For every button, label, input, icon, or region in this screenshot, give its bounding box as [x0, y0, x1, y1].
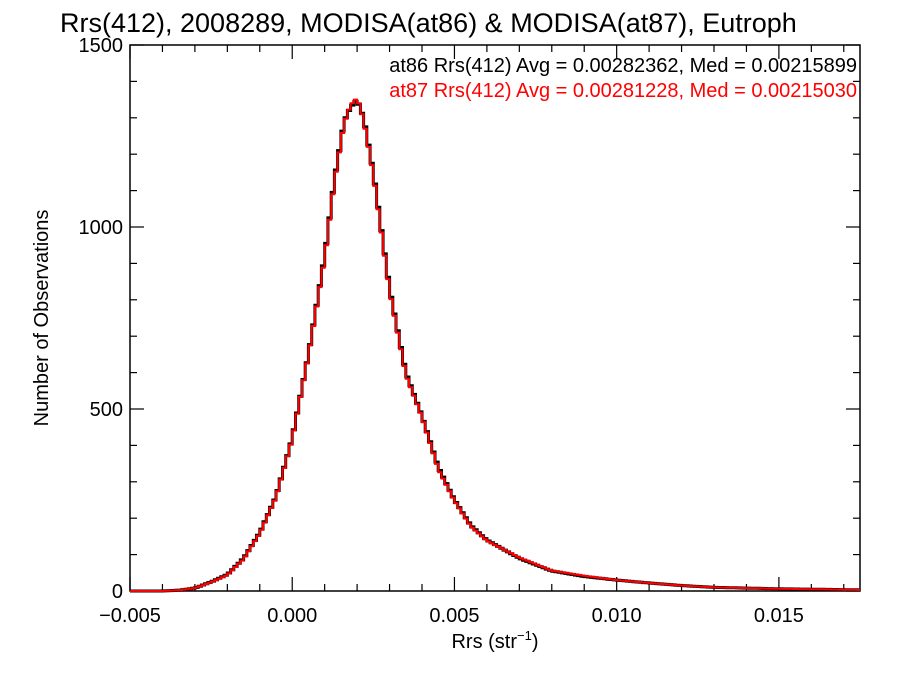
annotation-at86: at86 Rrs(412) Avg = 0.00282362, Med = 0.…	[389, 55, 857, 77]
x-tick-label: −0.005	[99, 605, 161, 627]
x-axis-label-close: )	[532, 631, 539, 653]
x-tick-label: 0.005	[429, 605, 479, 627]
y-tick-label: 1000	[79, 217, 124, 239]
y-tick-label: 1500	[79, 35, 124, 57]
x-tick-label: 0.000	[267, 605, 317, 627]
y-tick-label: 0	[112, 581, 123, 603]
x-axis-label-main: Rrs (str	[451, 631, 517, 653]
x-axis-label: Rrs (str−1)	[451, 628, 538, 653]
x-axis-label-superscript: −1	[517, 628, 532, 643]
chart-title: Rrs(412), 2008289, MODISA(at86) & MODISA…	[60, 8, 797, 38]
series-at86-line	[130, 99, 860, 593]
x-tick-label: 0.010	[592, 605, 642, 627]
y-axis-label: Number of Observations	[31, 210, 53, 427]
series-at87-line	[130, 98, 860, 592]
annotation-at87: at87 Rrs(412) Avg = 0.00281228, Med = 0.…	[389, 80, 857, 102]
x-tick-label: 0.015	[754, 605, 804, 627]
plot-frame	[129, 44, 861, 592]
axis-ticks	[129, 44, 860, 592]
series-layer	[130, 98, 860, 593]
y-tick-label: 500	[90, 399, 123, 421]
tick-labels: −0.005 0.000 0.005 0.010 0.015 0 500 1000 1500	[79, 35, 804, 627]
